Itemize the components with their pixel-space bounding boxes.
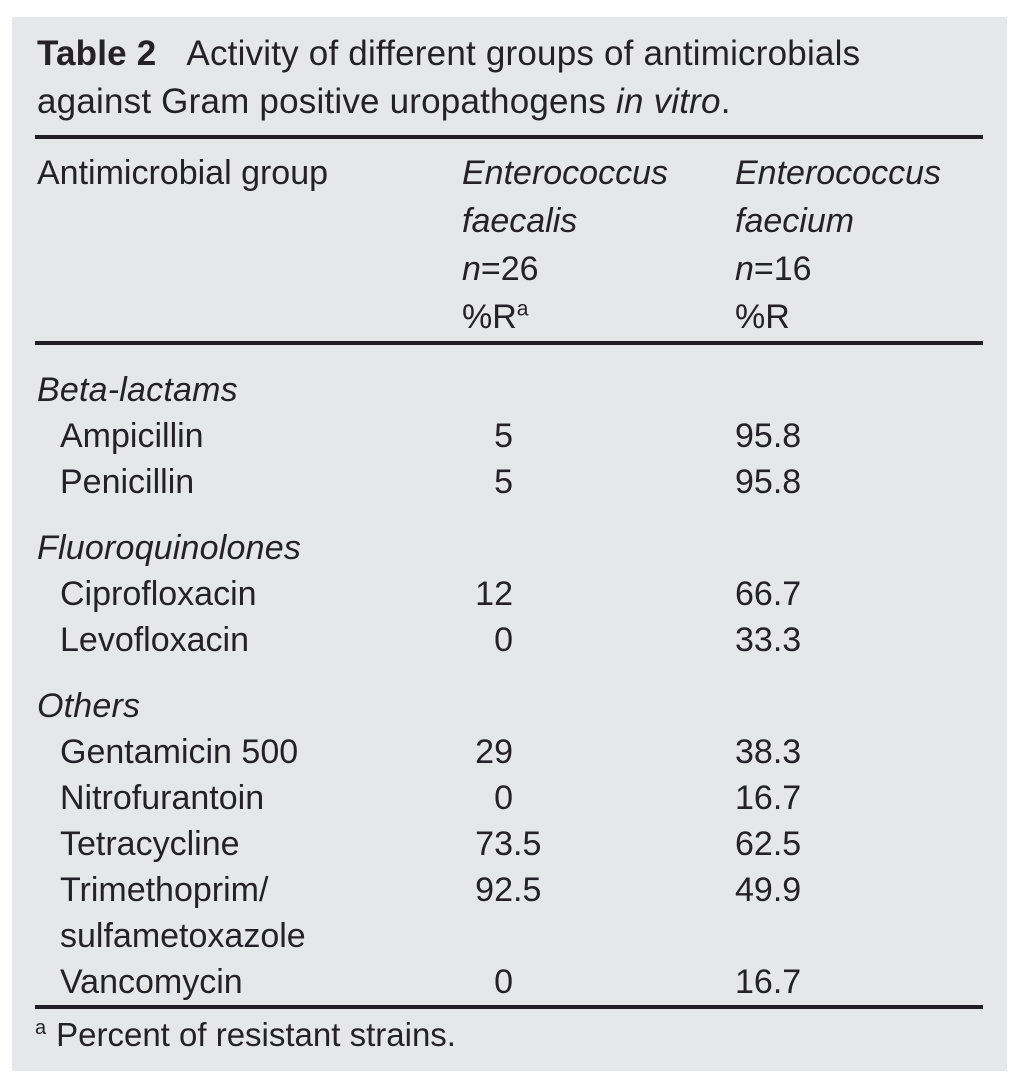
sample-size: n=16 (735, 245, 985, 293)
table-panel: Table 2 Activity of different groups of a… (12, 17, 1007, 1071)
drug-name: Penicillin (60, 463, 195, 501)
group-label: Fluoroquinolones (37, 529, 302, 567)
drug-name-continuation: sulfametoxazole (60, 917, 306, 955)
drug-name: Tetracycline (60, 825, 240, 863)
faecium-value (735, 913, 985, 959)
table-row-continuation: sulfametoxazole (37, 913, 985, 959)
percent-r-label: %R (462, 298, 517, 336)
drug-name: Ciprofloxacin (60, 575, 257, 613)
table-row: Tetracycline 73.5 62.5 (37, 821, 985, 867)
drug-name: Nitrofurantoin (60, 779, 265, 817)
table-number-label: Table 2 (37, 34, 157, 73)
table-row: Penicillin 5 95.8 (37, 459, 985, 505)
table-row: Ciprofloxacin 12 66.7 (37, 571, 985, 617)
value: 0 (494, 621, 513, 659)
species-name: faecium (735, 202, 855, 240)
group-label: Others (37, 687, 141, 725)
faecium-value: 62.5 (735, 825, 802, 863)
table-caption: Table 2 Activity of different groups of a… (37, 30, 985, 126)
value: 5 (494, 417, 513, 455)
caption-in-vitro: in vitro (616, 82, 721, 121)
value: 29 (475, 733, 513, 771)
table-footnote: a Percent of resistant strains. (35, 1012, 985, 1058)
faecalis-value: 73.5 (462, 821, 735, 867)
sample-size: n=26 (462, 245, 735, 293)
section-label-row: Beta-lactams (37, 367, 985, 413)
drug-name: Vancomycin (60, 963, 243, 1001)
faecium-value: 66.7 (735, 575, 802, 613)
table-row: Ampicillin 5 95.8 (37, 413, 985, 459)
genus-name: Enterococcus (735, 154, 941, 192)
faecium-value: 49.9 (735, 871, 802, 909)
footnote-marker: a (35, 1017, 47, 1039)
footnote-marker-ref: a (516, 297, 529, 321)
faecalis-value: 0 (462, 959, 735, 1005)
caption-period: . (720, 82, 731, 121)
drug-name: Gentamicin 500 (60, 733, 299, 771)
table-row: Gentamicin 500 29 38.3 (37, 729, 985, 775)
column-header-e-faecalis: Enterococcus faecalis n=26 %Ra (462, 149, 735, 341)
drug-name: Ampicillin (60, 417, 204, 455)
n-count: =26 (480, 250, 539, 288)
faecium-value: 95.8 (735, 417, 802, 455)
table-header-row: Antimicrobial group Enterococcus faecali… (37, 149, 985, 341)
resistance-label: %Ra (462, 293, 735, 341)
footnote-text: Percent of resistant strains. (56, 1016, 456, 1053)
value: 12 (475, 575, 513, 613)
n-symbol: n (462, 250, 481, 288)
faecium-value: 38.3 (735, 733, 802, 771)
faecalis-value: 12 (462, 571, 735, 617)
n-symbol: n (735, 250, 754, 288)
value: 73.5 (475, 825, 542, 863)
table-row: Vancomycin 0 16.7 (37, 959, 985, 1005)
n-count: =16 (753, 250, 812, 288)
faecalis-value: 5 (462, 459, 735, 505)
faecalis-value: 0 (462, 617, 735, 663)
group-label: Beta-lactams (37, 371, 238, 409)
divider-header (35, 341, 983, 345)
faecalis-value: 29 (462, 729, 735, 775)
section-label-row: Fluoroquinolones (37, 525, 985, 571)
section-label-row: Others (37, 683, 985, 729)
section-beta-lactams: Beta-lactams Ampicillin 5 95.8 Penicilli… (37, 367, 985, 505)
table-body: Beta-lactams Ampicillin 5 95.8 Penicilli… (37, 367, 985, 1005)
percent-r-label: %R (735, 298, 790, 336)
section-fluoroquinolones: Fluoroquinolones Ciprofloxacin 12 66.7 L… (37, 525, 985, 663)
faecium-value: 33.3 (735, 621, 802, 659)
faecium-value: 16.7 (735, 963, 802, 1001)
drug-name: Levofloxacin (60, 621, 250, 659)
divider-bottom (35, 1005, 983, 1009)
species-name: faecalis (462, 202, 578, 240)
faecium-value: 16.7 (735, 779, 802, 817)
column-header-antimicrobial-group: Antimicrobial group (37, 149, 462, 341)
value: 5 (494, 463, 513, 501)
table-row: Nitrofurantoin 0 16.7 (37, 775, 985, 821)
caption-line-2: against Gram positive uropathogens in vi… (37, 78, 985, 126)
faecalis-value: 5 (462, 413, 735, 459)
caption-text-1: Activity of different groups of antimicr… (186, 34, 861, 73)
caption-line-1: Table 2 Activity of different groups of a… (37, 30, 985, 78)
divider-top (35, 135, 983, 139)
faecalis-value (462, 913, 735, 959)
value: 0 (494, 779, 513, 817)
faecalis-value: 92.5 (462, 867, 735, 913)
faecium-value: 95.8 (735, 463, 802, 501)
genus-name: Enterococcus (462, 154, 668, 192)
column-header-e-faecium: Enterococcus faecium n=16 %R (735, 149, 985, 341)
drug-name: Trimethoprim/ (60, 871, 269, 909)
resistance-label: %R (735, 293, 985, 341)
caption-text-2: against Gram positive uropathogens (37, 82, 607, 121)
table-row: Levofloxacin 0 33.3 (37, 617, 985, 663)
value: 92.5 (475, 871, 542, 909)
table-row: Trimethoprim/ 92.5 49.9 (37, 867, 985, 913)
section-others: Others Gentamicin 500 29 38.3 Nitrofuran… (37, 683, 985, 1005)
value: 0 (494, 963, 513, 1001)
column-header-label: Antimicrobial group (37, 154, 329, 192)
faecalis-value: 0 (462, 775, 735, 821)
